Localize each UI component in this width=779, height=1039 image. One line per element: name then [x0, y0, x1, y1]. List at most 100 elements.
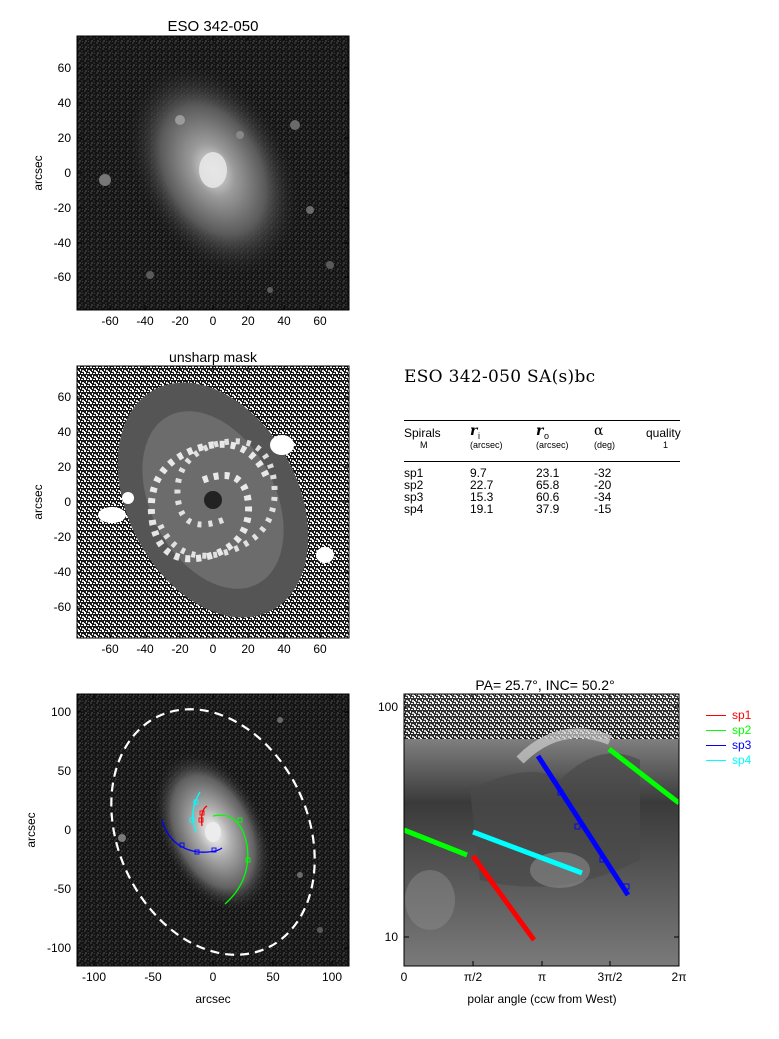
bottom-left-x-axis-label: arcsec: [195, 992, 230, 1006]
polar-plot-panel: 0 π/2 π 3π/2 2π 100 10: [378, 693, 687, 984]
y-tick-label: 0: [64, 166, 71, 180]
y-tick-label: 0: [64, 823, 71, 837]
table-cell-alpha: -15: [594, 502, 612, 516]
middle-y-axis-label: arcsec: [31, 484, 45, 519]
x-tick-label: 40: [277, 314, 291, 328]
unsharp-mask-panel: -60 -40 -20 0 20 40 60 60 40 20 0 -20 -40 -60: [54, 365, 350, 656]
header-ro: r: [536, 423, 544, 439]
top-image-panel: -60 -40 -20 0 20 40 60 60 40 20 0 -20 -40 -60: [54, 35, 350, 328]
table-header-rule: [404, 461, 680, 462]
table-cell-alpha: -20: [594, 478, 612, 492]
x-tick-label: 60: [313, 642, 327, 656]
table-cell-ri: 22.7: [470, 478, 494, 492]
table-cell-name: sp4: [404, 502, 424, 516]
x-tick-label: 0: [210, 314, 217, 328]
polar-plot-title: PA= 25.7°, INC= 50.2°: [475, 677, 614, 693]
deprojection-ellipse: [110, 708, 316, 956]
x-tick-label: 40: [277, 642, 291, 656]
polar-sp2-fit-right: [607, 747, 679, 805]
spiral-sp3-fit: [161, 819, 223, 853]
table-cell-alpha: -32: [594, 466, 612, 480]
y-tick-label: -20: [54, 530, 72, 544]
table-cell-ro: 37.9: [536, 502, 560, 516]
galaxy-classification-title: ESO 342-050 SA(s)bc: [404, 367, 596, 387]
x-tick-label: 60: [313, 314, 327, 328]
y-tick-label: -20: [54, 201, 72, 215]
middle-panel-title: unsharp mask: [169, 349, 258, 365]
x-tick-label: -40: [136, 314, 154, 328]
header-alpha: α: [594, 423, 604, 439]
y-tick-label: -60: [54, 270, 72, 284]
x-tick-label: 20: [241, 314, 255, 328]
legend-swatch: [706, 730, 726, 731]
top-panel-title: ESO 342-050: [168, 18, 259, 35]
x-tick-label: π/2: [464, 970, 483, 984]
y-tick-label: 40: [58, 425, 72, 439]
table-cell-name: sp2: [404, 478, 424, 492]
header-ro-sub: o: [544, 431, 550, 441]
legend-swatch: [706, 715, 726, 716]
spiral-fit-panel: -100 -50 0 50 100 100 50 0 -50 -100: [47, 693, 350, 984]
legend-label: sp2: [732, 723, 752, 737]
table-cell-ro: 23.1: [536, 466, 560, 480]
x-tick-label: -100: [82, 970, 106, 984]
x-tick-label: 3π/2: [598, 970, 623, 984]
header-quality-sub: 1: [663, 440, 669, 450]
x-tick-label: 100: [322, 970, 342, 984]
x-tick-label: 20: [241, 642, 255, 656]
header-ri: r: [470, 423, 478, 439]
table-cell-ri: 19.1: [470, 502, 494, 516]
spiral-sp2-fit: [212, 814, 249, 905]
table-cell-ro: 65.8: [536, 478, 560, 492]
y-tick-label: -100: [47, 941, 71, 955]
header-ri-unit: (arcsec): [470, 440, 503, 450]
x-tick-label: -50: [144, 970, 162, 984]
table-cell-alpha: -34: [594, 490, 612, 504]
header-spirals-sub: M: [420, 440, 428, 450]
header-ri-sub: i: [478, 431, 480, 441]
y-tick-label: 20: [58, 131, 72, 145]
table-top-rule: [404, 420, 680, 421]
top-y-axis-label: arcsec: [31, 155, 45, 190]
y-tick-label: 20: [58, 460, 72, 474]
legend-swatch: [706, 745, 726, 746]
table-cell-name: sp1: [404, 466, 424, 480]
y-tick-label: -40: [54, 236, 72, 250]
x-tick-label: 0: [401, 970, 408, 984]
legend-label: sp1: [732, 708, 752, 722]
header-spirals: Spirals: [404, 426, 441, 440]
y-tick-label: 50: [58, 764, 72, 778]
header-ro-unit: (arcsec): [536, 440, 569, 450]
header-alpha-unit: (deg): [594, 440, 616, 450]
x-tick-label: 50: [266, 970, 280, 984]
polar-sp1-fit: [470, 854, 537, 942]
y-tick-label: 60: [58, 61, 72, 75]
polar-plot-x-axis-label: polar angle (ccw from West): [467, 992, 616, 1006]
table-cell-ri: 9.7: [470, 466, 487, 480]
y-tick-label: 0: [64, 495, 71, 509]
spiral-sp1-fit: [200, 805, 208, 827]
polar-sp3-fit: [535, 754, 631, 897]
bottom-left-y-axis-label: arcsec: [24, 812, 38, 847]
table-cell-ro: 60.6: [536, 490, 560, 504]
spiral-sp4-fit: [192, 791, 201, 833]
x-tick-label: -20: [171, 642, 189, 656]
y-tick-label: 10: [385, 930, 399, 944]
table-cell-ri: 15.3: [470, 490, 494, 504]
table-cell-name: sp3: [404, 490, 424, 504]
y-tick-label: -40: [54, 565, 72, 579]
y-tick-label: 40: [58, 96, 72, 110]
y-tick-label: 100: [378, 700, 398, 714]
x-tick-label: π: [538, 970, 546, 984]
y-tick-label: 60: [58, 390, 72, 404]
header-quality: quality: [646, 426, 681, 440]
polar-sp2-fit-left: [404, 827, 468, 858]
x-tick-label: -20: [171, 314, 189, 328]
x-tick-label: 0: [210, 642, 217, 656]
y-tick-label: 100: [51, 705, 71, 719]
x-tick-label: 0: [210, 970, 217, 984]
x-tick-label: 2π: [672, 970, 687, 984]
polar-sp4-fit: [472, 829, 583, 876]
y-tick-label: -60: [54, 600, 72, 614]
